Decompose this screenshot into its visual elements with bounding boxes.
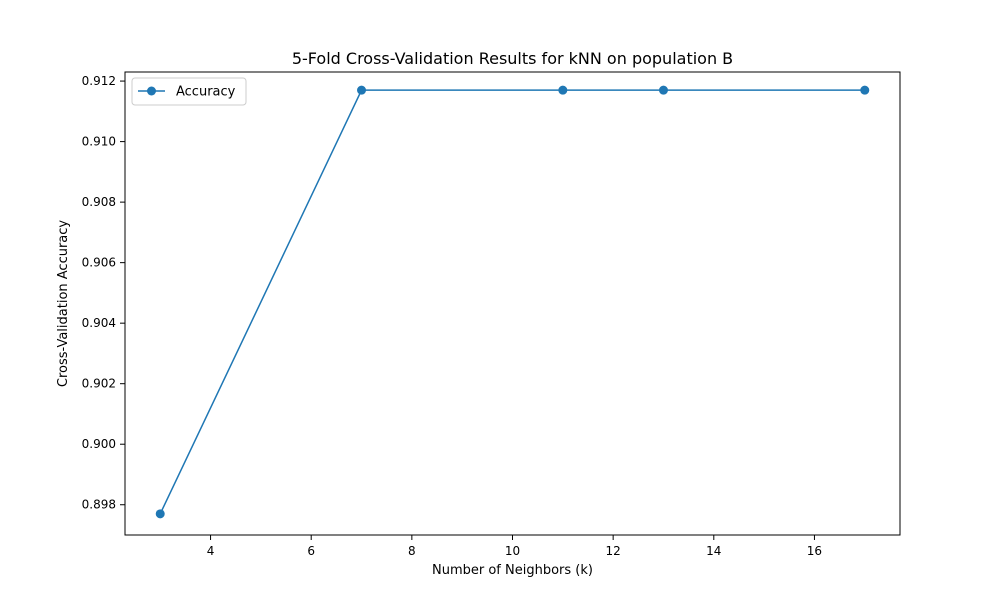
legend-label: Accuracy	[176, 85, 236, 100]
x-tick-label: 12	[606, 544, 621, 558]
series-layer	[155, 85, 870, 519]
x-tick-label: 14	[706, 544, 721, 558]
chart-title: 5-Fold Cross-Validation Results for kNN …	[292, 49, 733, 68]
x-axis-ticks: 4 6 8 10 12 14 16	[207, 535, 822, 558]
legend: Accuracy	[131, 77, 247, 106]
x-axis-label: Number of Neighbors (k)	[432, 563, 593, 578]
data-point	[860, 85, 870, 95]
y-axis-ticks: 0.898 0.900 0.902 0.904 0.906 0.908 0.910 0.912	[82, 74, 125, 512]
y-tick-label: 0.900	[82, 437, 116, 451]
legend-box	[131, 77, 247, 106]
y-tick-label: 0.898	[82, 498, 116, 512]
data-point	[155, 509, 165, 519]
y-tick-label: 0.904	[82, 316, 116, 330]
plot-area-frame	[124, 71, 901, 536]
y-tick-label: 0.912	[82, 74, 116, 88]
x-tick-label: 4	[207, 544, 215, 558]
data-point	[558, 85, 568, 95]
x-tick-label: 16	[807, 544, 822, 558]
x-tick-label: 10	[505, 544, 520, 558]
data-point	[357, 85, 367, 95]
y-tick-label: 0.902	[82, 377, 116, 391]
y-tick-label: 0.908	[82, 195, 116, 209]
y-tick-label: 0.910	[82, 135, 116, 149]
x-tick-label: 8	[408, 544, 416, 558]
data-point	[658, 85, 668, 95]
y-tick-label: 0.906	[82, 256, 116, 270]
y-axis-label: Cross-Validation Accuracy	[56, 220, 71, 388]
legend-marker-swatch	[147, 86, 156, 96]
x-tick-label: 6	[307, 544, 315, 558]
